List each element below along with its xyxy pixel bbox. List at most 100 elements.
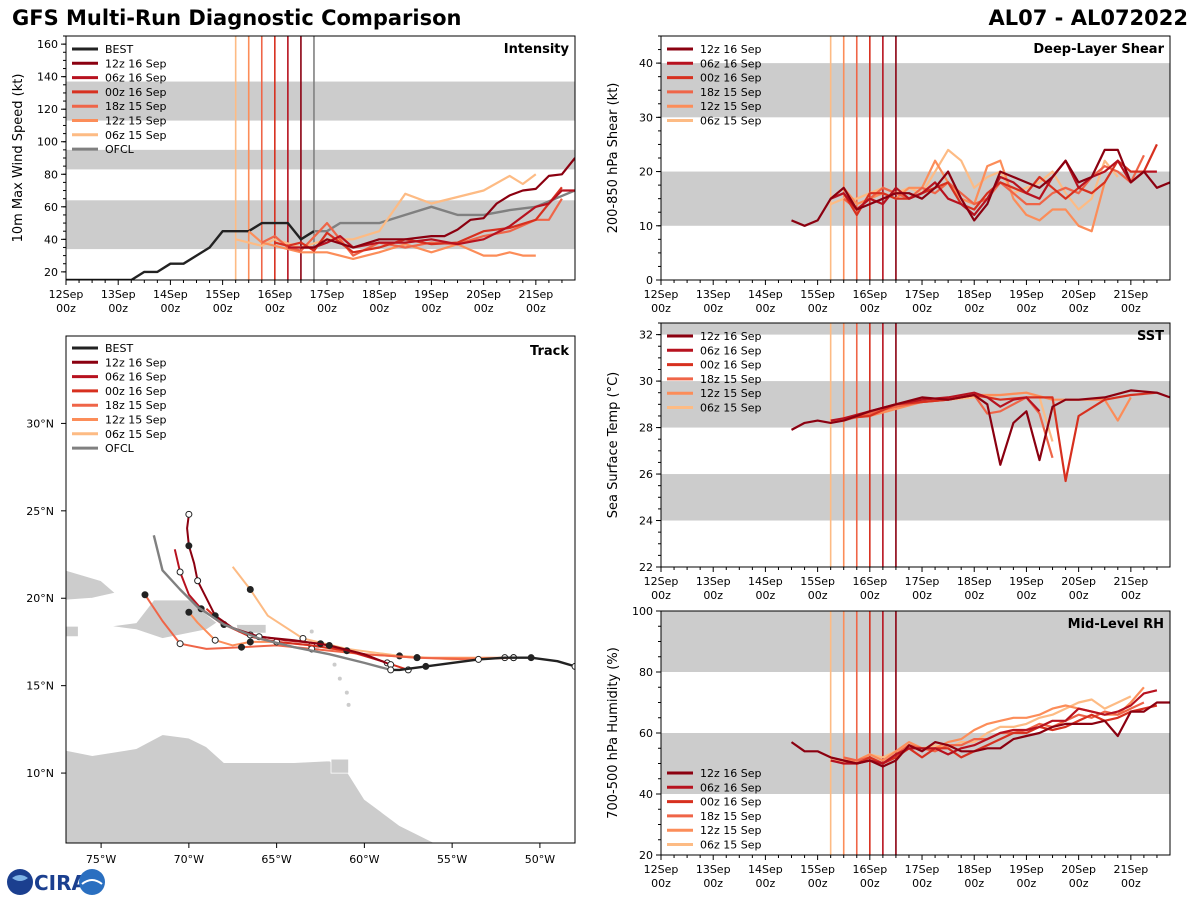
x-tick-label: 00z	[56, 302, 76, 315]
x-tick-label: 15Sep	[205, 288, 240, 301]
x-tick-label: 00z	[422, 302, 442, 315]
x-tick-label: 00z	[808, 302, 828, 315]
track-position-marker	[422, 662, 430, 670]
track-position-marker	[387, 666, 395, 674]
x-tick-label: 14Sep	[153, 288, 188, 301]
series-line	[830, 689, 1158, 765]
legend-label: OFCL	[105, 442, 135, 455]
legend-label: 12z 16 Sep	[700, 330, 762, 343]
y-tick-label: 32	[639, 329, 653, 342]
x-tick-label: 00z	[1017, 589, 1037, 602]
x-tick-label: 00z	[651, 877, 671, 890]
legend-label: 12z 15 Sep	[105, 115, 167, 128]
y-tick-label: 60	[639, 727, 653, 740]
shear-panel: 01020304012Sep00z13Sep00z14Sep00z15Sep00…	[606, 35, 1171, 315]
y-tick-label: 20	[639, 166, 653, 179]
track-position-marker	[176, 640, 184, 648]
lesser-antilles-island	[346, 702, 351, 707]
x-tick-label: 00z	[912, 877, 932, 890]
intensity-panel: 2040608010012014016012Sep00z13Sep00z14Se…	[11, 35, 576, 315]
lesser-antilles-island	[309, 629, 314, 634]
legend-label: 06z 16 Sep	[700, 344, 762, 357]
y-tick-label: 0	[646, 274, 653, 287]
series-line	[790, 389, 1170, 466]
track-position-marker	[141, 591, 149, 599]
axes-frame	[65, 335, 576, 844]
x-tick-label: 00z	[1069, 589, 1089, 602]
ofcl-track-line	[152, 535, 392, 672]
x-tick-label: 20Sep	[1061, 575, 1096, 588]
x-tick-label: 00z	[213, 302, 233, 315]
x-tick-label: 12Sep	[49, 288, 84, 301]
x-tick-label: 00z	[703, 589, 723, 602]
threshold-band	[66, 149, 575, 170]
y-tick-label: 120	[37, 103, 58, 116]
x-tick-label: 00z	[912, 302, 932, 315]
rh-panel: 2040608010012Sep00z13Sep00z14Sep00z15Sep…	[606, 605, 1171, 890]
x-tick-label: 17Sep	[905, 863, 940, 876]
x-tick-label: 00z	[964, 589, 984, 602]
rh-plot-area	[661, 611, 1170, 855]
x-tick-label: 18Sep	[362, 288, 397, 301]
y-tick-label: 30	[639, 111, 653, 124]
x-tick-label: 12Sep	[644, 863, 679, 876]
legend-label: 00z 16 Sep	[700, 72, 762, 85]
legend-label: 12z 15 Sep	[700, 100, 762, 113]
x-tick-label: 00z	[474, 302, 494, 315]
cira-logo: CIRA	[6, 866, 106, 898]
y-tick-label: 60	[44, 201, 58, 214]
lesser-antilles-island	[332, 662, 337, 667]
x-tick-label: 18Sep	[957, 575, 992, 588]
legend-label: OFCL	[105, 143, 135, 156]
x-tick-label: 00z	[703, 302, 723, 315]
x-tick-label: 00z	[756, 589, 776, 602]
y-tick-label: 10°N	[26, 767, 54, 780]
legend-label: 00z 16 Sep	[105, 86, 167, 99]
legend-label: 12z 15 Sep	[105, 414, 167, 427]
x-tick-label: 19Sep	[414, 288, 449, 301]
best-track-line	[66, 221, 315, 280]
y-tick-label: 40	[639, 57, 653, 70]
y-axis-label: 700-500 hPa Humidity (%)	[606, 647, 621, 819]
x-tick-label: 15Sep	[800, 288, 835, 301]
legend-label: 00z 16 Sep	[700, 796, 762, 809]
y-tick-label: 24	[639, 515, 653, 528]
y-tick-label: 15°N	[26, 680, 54, 693]
y-tick-label: 30	[639, 375, 653, 388]
x-tick-label: 13Sep	[101, 288, 136, 301]
lesser-antilles-island	[337, 676, 342, 681]
x-tick-label: 19Sep	[1009, 575, 1044, 588]
series-line	[300, 157, 575, 249]
threshold-band	[661, 611, 1170, 672]
track-position-marker	[238, 643, 246, 651]
x-tick-label: 00z	[369, 302, 389, 315]
x-tick-label: 75°W	[86, 853, 116, 866]
series-line	[842, 143, 1158, 216]
legend-label: 00z 16 Sep	[105, 385, 167, 398]
x-tick-label: 00z	[161, 302, 181, 315]
series-line	[830, 148, 1119, 211]
x-tick-label: 00z	[317, 302, 337, 315]
sst-panel: 22242628303212Sep00z13Sep00z14Sep00z15Se…	[606, 322, 1171, 602]
x-tick-label: 20Sep	[1061, 288, 1096, 301]
y-tick-label: 30°N	[26, 417, 54, 430]
track-position-marker	[571, 662, 575, 670]
x-tick-label: 14Sep	[748, 575, 783, 588]
x-tick-label: 00z	[526, 302, 546, 315]
series-line	[791, 148, 1170, 227]
x-tick-label: 13Sep	[696, 575, 731, 588]
storm-id: AL07 - AL072022	[988, 6, 1189, 30]
y-tick-label: 26	[639, 468, 653, 481]
axes-frame	[660, 322, 1171, 568]
x-tick-label: 00z	[1121, 877, 1141, 890]
legend-label: 06z 16 Sep	[105, 371, 167, 384]
legend-label: 12z 15 Sep	[700, 387, 762, 400]
x-tick-label: 50°W	[525, 853, 555, 866]
y-axis-label: 200-850 hPa Shear (kt)	[606, 83, 621, 234]
y-tick-label: 22	[639, 561, 653, 574]
x-tick-label: 00z	[808, 877, 828, 890]
